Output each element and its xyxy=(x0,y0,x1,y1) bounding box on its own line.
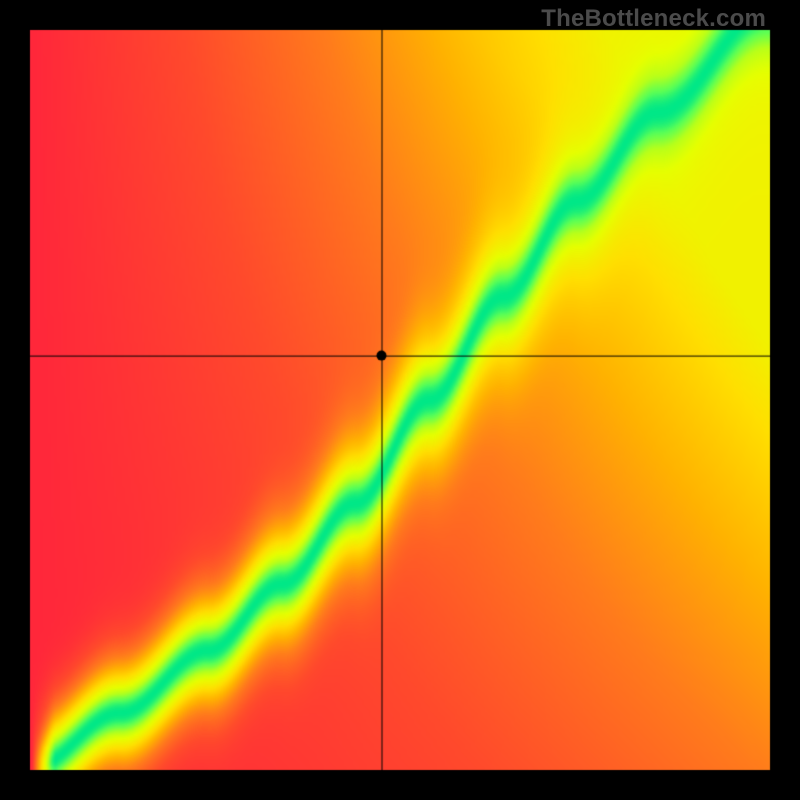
bottleneck-heatmap xyxy=(0,0,800,800)
